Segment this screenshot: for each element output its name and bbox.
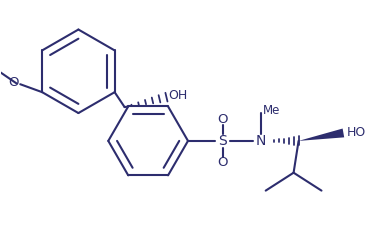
Text: OH: OH (169, 89, 188, 102)
Text: O: O (218, 156, 228, 169)
Text: N: N (256, 134, 266, 148)
Text: S: S (218, 134, 227, 148)
Text: O: O (8, 76, 18, 89)
Polygon shape (299, 129, 344, 141)
Text: HO: HO (346, 126, 366, 139)
Text: O: O (218, 112, 228, 125)
Text: Me: Me (263, 104, 280, 117)
